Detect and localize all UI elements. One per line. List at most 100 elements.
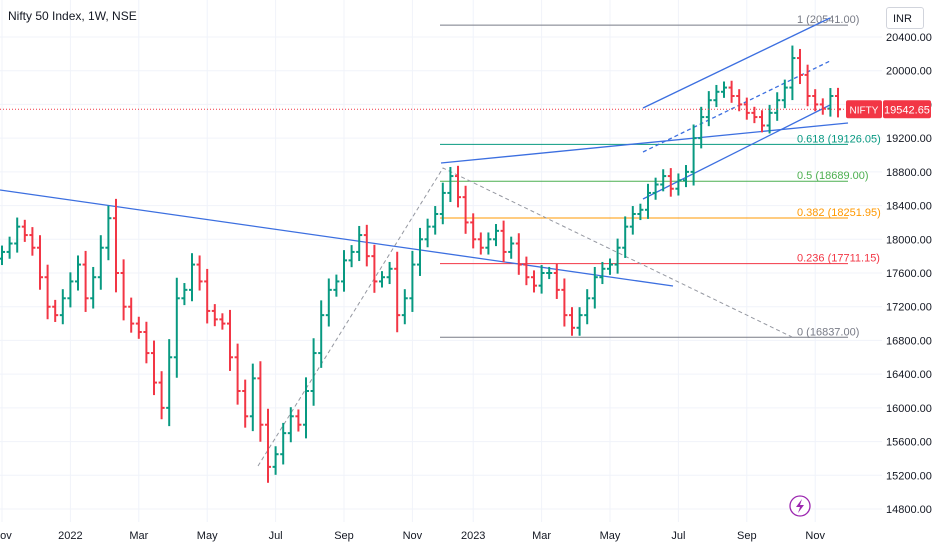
symbol-tag	[846, 100, 882, 119]
price-tick-label: 16000.00	[886, 403, 932, 415]
time-tick-label: 2022	[58, 530, 82, 542]
ohlc-bar	[219, 313, 226, 330]
price-axis[interactable]: 14800.00 15200.00 15600.00 16000.00 16400.00…	[882, 0, 932, 550]
price-tick-label: 16400.00	[886, 369, 932, 381]
ohlc-bar	[759, 110, 765, 133]
ohlc-bar	[797, 48, 803, 85]
time-tick-label: Sep	[334, 530, 354, 542]
ohlc-bar	[44, 264, 51, 320]
price-tick-label: 20400.00	[886, 32, 932, 44]
symbol-label: NIFTY	[850, 105, 879, 116]
ohlc-bar	[819, 98, 826, 115]
ohlc-bar	[531, 270, 537, 293]
price-tick-label: 17600.00	[886, 268, 932, 280]
ohlc-bar	[485, 232, 492, 255]
ohlc-bar	[82, 250, 89, 312]
last-price-marker: NIFTY 19542.65	[0, 100, 931, 119]
ohlc-bar	[569, 307, 575, 336]
fib-level-label: 1 (20541.00)	[797, 14, 859, 26]
ohlc-bar	[310, 338, 317, 406]
time-tick-label: Sep	[737, 530, 757, 542]
time-axis[interactable]: Nov 2022 Mar May Jul Sep Nov 2023 Mar May Jul Sep No…	[0, 522, 932, 550]
ohlc-bar	[189, 253, 195, 302]
ohlc-bar	[242, 379, 249, 428]
ohlc-bar	[249, 363, 256, 432]
time-tick-label: Nov	[403, 530, 423, 542]
trendline	[642, 17, 831, 109]
ohlc-bar	[97, 235, 104, 290]
ohlc-bar	[812, 89, 819, 112]
ohlc-bar	[325, 278, 332, 327]
flash-icon[interactable]	[789, 495, 811, 517]
fib-level-label: 0.5 (18689.00)	[797, 170, 869, 182]
ohlc-bar	[508, 236, 515, 259]
ohlc-bar	[113, 198, 119, 293]
ohlc-bar	[158, 371, 165, 420]
time-tick-label: Jul	[269, 530, 283, 542]
ohlc-bar	[690, 124, 697, 186]
ohlc-bar	[257, 361, 264, 442]
time-tick-label: Nov	[805, 530, 825, 542]
ohlc-bar	[584, 289, 591, 325]
ohlc-bar	[713, 84, 720, 108]
fib-level-label: 0 (16837.00)	[797, 326, 859, 338]
time-tick-label: May	[197, 530, 218, 542]
ohlc-bar	[6, 236, 13, 259]
ohlc-bar	[622, 216, 629, 258]
time-axis-bg	[0, 522, 932, 550]
ohlc-bar	[477, 232, 484, 255]
ohlc-bar	[196, 255, 203, 291]
ohlc-bar	[637, 203, 644, 221]
time-tick-label: May	[600, 530, 621, 542]
fib-level-label: 0.618 (19126.05)	[797, 133, 881, 145]
ohlc-bar	[561, 278, 568, 327]
currency-button[interactable]: INR	[886, 7, 924, 29]
price-tick-label: 15600.00	[886, 437, 932, 449]
ohlc-bar	[333, 274, 340, 297]
ohlc-bar	[75, 255, 81, 291]
price-tick-label: 15200.00	[886, 470, 932, 482]
ohlc-bar	[455, 165, 461, 208]
ohlc-bar	[90, 266, 97, 309]
ohlc-bar	[721, 81, 727, 98]
ohlc-bar	[394, 251, 401, 333]
price-tick-label: 18800.00	[886, 167, 932, 179]
ohlc-bar	[766, 104, 773, 134]
ohlc-bar	[751, 106, 758, 124]
ohlc-bar	[432, 206, 439, 235]
ohlc-bar	[614, 238, 621, 274]
ohlc-bar	[234, 343, 241, 405]
ohlc-bar	[424, 218, 431, 248]
ohlc-bar	[462, 185, 469, 234]
ohlc-bar	[29, 227, 36, 256]
ohlc-bar	[553, 263, 560, 299]
price-tick-label: 16800.00	[886, 335, 932, 347]
ohlc-bar	[827, 88, 834, 117]
ohlc-bar	[417, 227, 423, 276]
ohlc-bar	[14, 217, 21, 253]
ohlc-bar	[675, 173, 682, 196]
ohlc-bar	[546, 266, 553, 280]
ohlc-bar	[59, 289, 66, 325]
ohlc-bar	[705, 91, 712, 127]
ohlc-bar	[280, 422, 287, 465]
ohlc-bar	[500, 220, 507, 263]
ohlc-bar	[728, 80, 735, 103]
ohlc-bar	[227, 309, 233, 371]
ohlc-bar	[660, 169, 667, 192]
ohlc-bar	[363, 224, 370, 267]
ohlc-bar	[356, 225, 363, 262]
ohlc-bar	[371, 244, 378, 293]
ohlc-bar	[379, 271, 385, 288]
ohlc-bar	[736, 89, 743, 112]
price-tick-label: 19200.00	[886, 133, 932, 145]
ohlc-bar	[538, 265, 545, 294]
time-tick-label: Mar	[129, 530, 148, 542]
trendlines	[0, 17, 849, 467]
ohlc-bars	[0, 45, 841, 483]
ohlc-bar	[341, 250, 347, 292]
ohlc-bar	[287, 407, 294, 443]
ohlc-bar	[698, 106, 705, 149]
trendline	[0, 189, 674, 287]
